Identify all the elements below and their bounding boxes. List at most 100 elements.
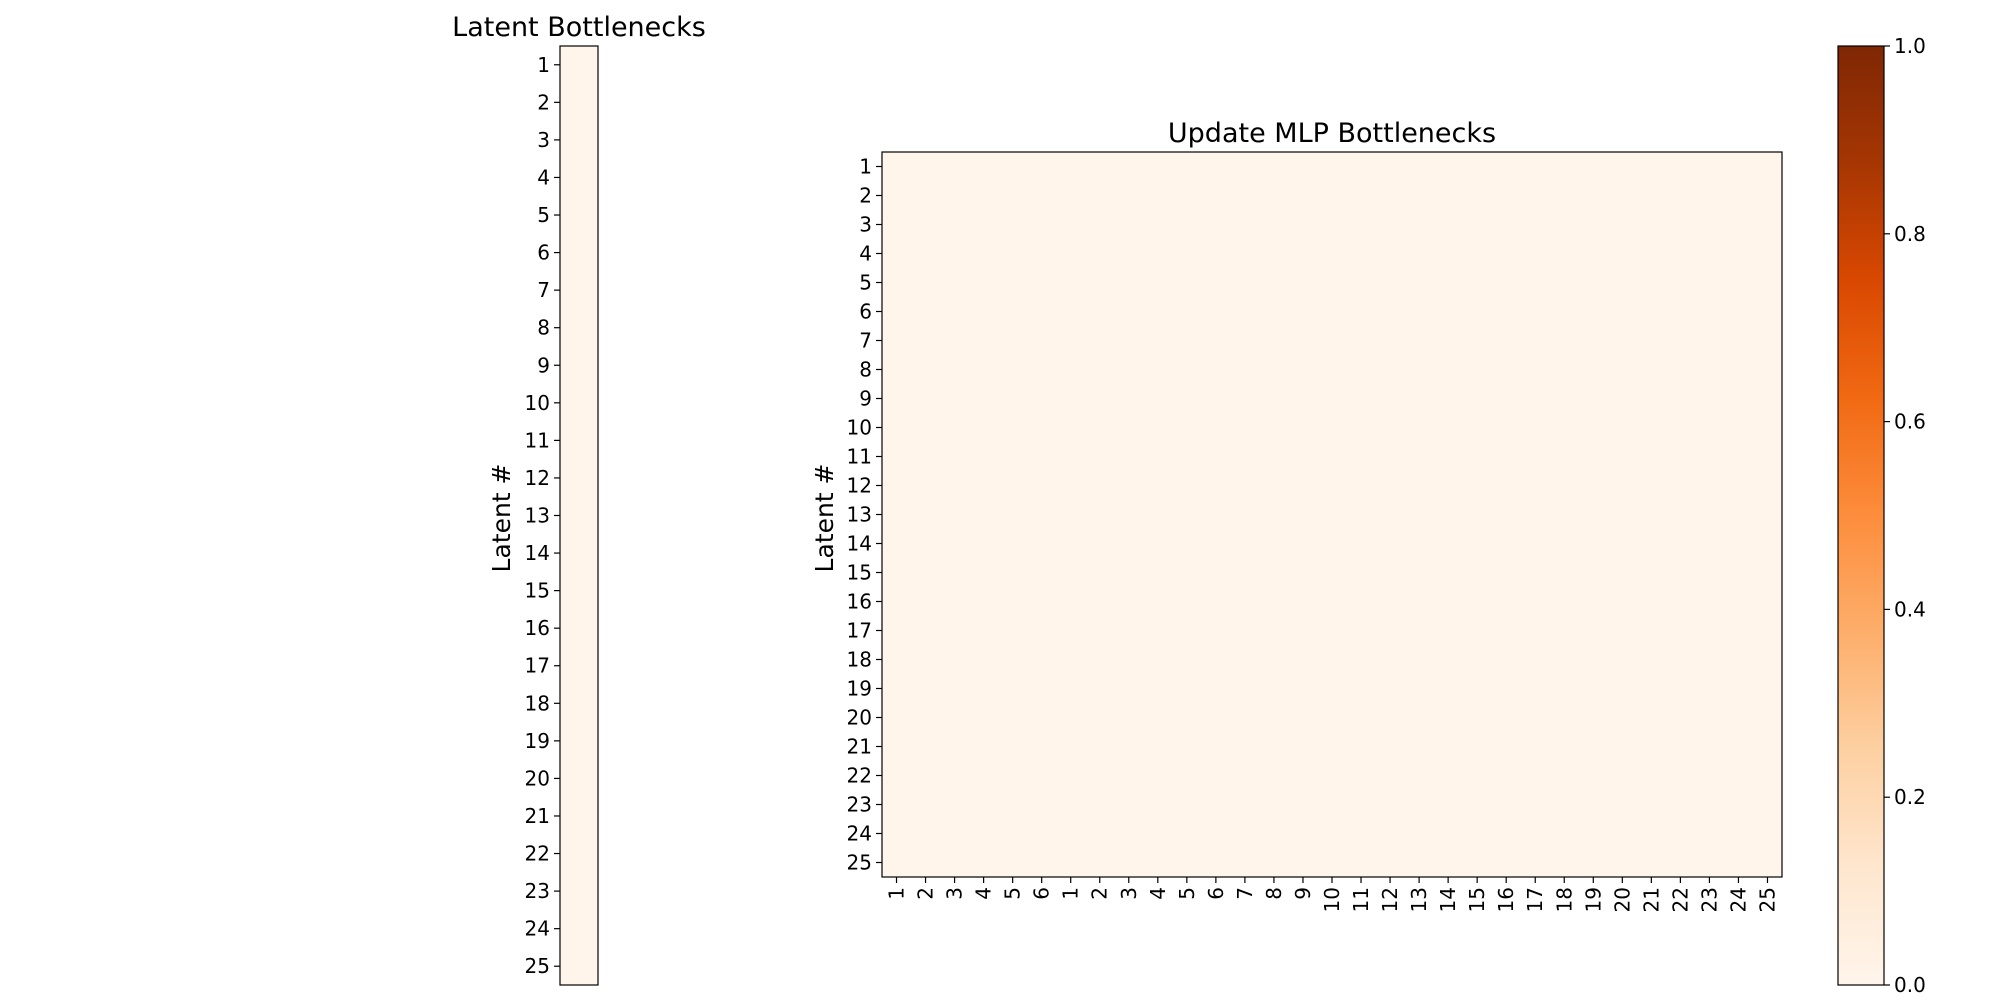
heatmap-cell [1375,152,1406,182]
heatmap-cell [1317,239,1348,269]
heatmap-cell [1317,790,1348,820]
heatmap-cell [1694,471,1725,501]
heatmap-cell [1723,239,1754,269]
heatmap-cell [1085,587,1115,617]
heatmap-cell [1201,268,1231,298]
y-tick-label: 12 [847,474,872,498]
heatmap-cell [1636,210,1667,240]
heatmap-cell [1172,732,1202,762]
heatmap-cell [1578,442,1609,472]
x-tick-label: 18 [1552,887,1576,912]
heatmap-cell [998,152,1028,182]
y-tick-label: 9 [859,387,872,411]
heatmap-cell [1317,442,1348,472]
heatmap-cell [1578,384,1609,414]
heatmap-cell [1317,529,1348,559]
heatmap-cell [1056,761,1086,791]
heatmap-cell [998,355,1028,385]
heatmap-cell [1085,181,1115,211]
colorbar-tick-label: 0.4 [1894,597,1926,621]
heatmap-cell [911,239,941,269]
heatmap-cell [1346,732,1377,762]
heatmap-cell [1143,645,1173,675]
y-tick-label: 6 [537,241,550,265]
heatmap-cell [1172,210,1202,240]
heatmap-cell [1491,326,1522,356]
heatmap-cell [1520,181,1551,211]
heatmap-cell [1288,732,1318,762]
heatmap-cell [1578,152,1609,182]
heatmap-cell [1607,413,1638,443]
heatmap-cell [1491,790,1522,820]
heatmap-cell [1665,413,1696,443]
heatmap-cell [940,703,970,733]
heatmap-cell [1346,210,1377,240]
heatmap-cell [1694,355,1725,385]
heatmap-cell [1636,819,1667,849]
y-tick-label: 18 [525,691,550,715]
heatmap-cell [1578,239,1609,269]
heatmap-cell [1462,326,1493,356]
heatmap-cell [1462,152,1493,182]
heatmap-cell [1288,761,1318,791]
heatmap-cell [1375,529,1406,559]
x-tick-label: 14 [1436,887,1460,912]
heatmap-cell [1288,674,1318,704]
heatmap-cell [1230,326,1260,356]
heatmap-cell [1172,384,1202,414]
heatmap-cell [1433,268,1464,298]
heatmap-cell [1636,558,1667,588]
heatmap-cell [969,703,999,733]
heatmap-cell [1375,790,1406,820]
heatmap-cell [1114,500,1144,530]
heatmap-cell [1752,500,1783,530]
heatmap-cell [1056,413,1086,443]
heatmap-cell [1549,210,1580,240]
heatmap-cell [1143,355,1173,385]
heatmap-cell [911,152,941,182]
heatmap-cell [1143,848,1173,878]
heatmap-cell [560,196,598,235]
heatmap-cell [1288,819,1318,849]
heatmap-cell [1752,239,1783,269]
heatmap-cell [1375,558,1406,588]
heatmap-cell [1752,442,1783,472]
heatmap-cell [1230,587,1260,617]
heatmap-cell [1694,268,1725,298]
heatmap-cell [1172,703,1202,733]
x-ticks: 1 2 3 4 5 6 1 2 3 4 5 6 7 8 9 10 11 12 13 14 15 16 17 18 19 20 21 2… [885,877,1779,912]
heatmap-cell [1259,326,1289,356]
heatmap-cell [1520,152,1551,182]
heatmap-cell [969,645,999,675]
heatmap-cell [1056,500,1086,530]
heatmap-cell [1375,355,1406,385]
heatmap-cell [1694,732,1725,762]
heatmap-cell [1143,587,1173,617]
heatmap-cell [1317,471,1348,501]
heatmap-cell [1027,152,1057,182]
heatmap-cell [1259,413,1289,443]
heatmap-cell [1230,848,1260,878]
x-tick-label: 2 [1088,887,1112,900]
x-tick-label: 7 [1233,887,1257,900]
heatmap-cell [1491,239,1522,269]
colorbar-ticks: 0.0 0.2 0.4 0.6 0.8 1.0 [1884,34,1926,997]
heatmap-cell [998,384,1028,414]
x-tick-label: 20 [1610,887,1634,912]
heatmap-cell [560,271,598,310]
y-tick-label: 20 [525,766,550,790]
heatmap-cell [969,848,999,878]
heatmap-cell [1375,848,1406,878]
heatmap-cell [1665,442,1696,472]
heatmap-cell [1462,413,1493,443]
heatmap-cell [1636,152,1667,182]
heatmap-cell [1462,674,1493,704]
heatmap-cell [1375,210,1406,240]
heatmap-cell [1230,268,1260,298]
heatmap-cell [1462,616,1493,646]
y-tick-label: 25 [525,954,550,978]
heatmap-cell [1143,761,1173,791]
heatmap-cell [1201,732,1231,762]
heatmap-cell [940,674,970,704]
heatmap-cell [1752,790,1783,820]
